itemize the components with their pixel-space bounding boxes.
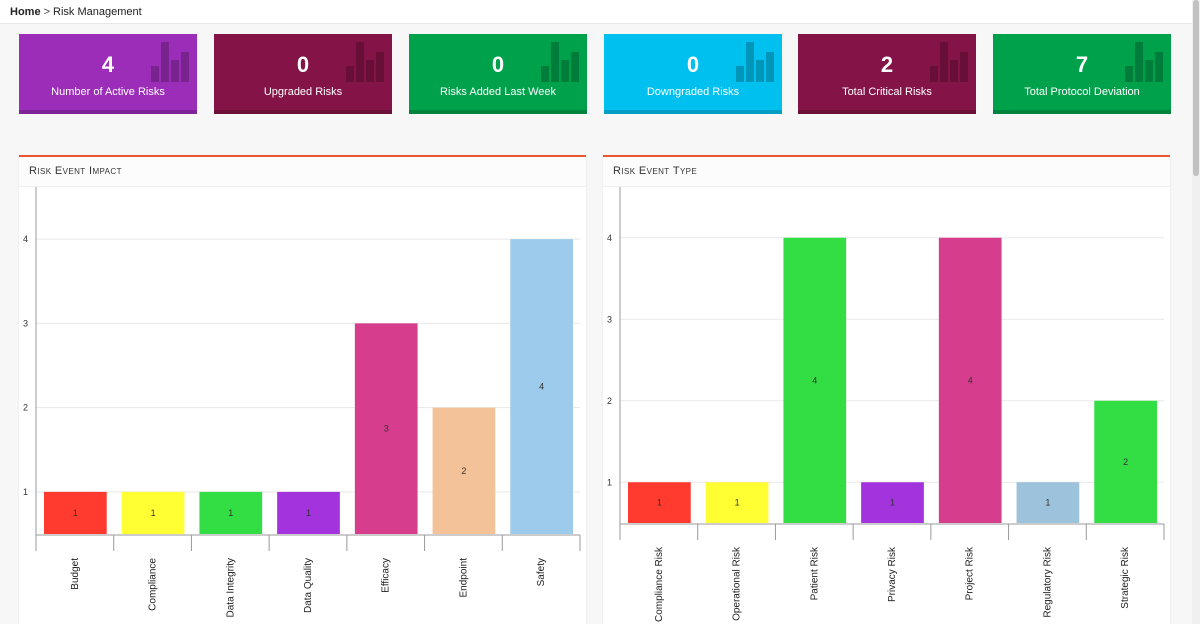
stat-card-total-critical-risks[interactable]: 2 Total Critical Risks (798, 34, 976, 114)
stat-cards: 4 Number of Active Risks 0 Upgraded Risk… (19, 34, 1171, 114)
scrollbar-thumb[interactable] (1193, 0, 1199, 176)
data-label: 4 (539, 382, 544, 392)
panel-title: Risk Event Impact (29, 165, 122, 177)
panel-title: Risk Event Type (613, 165, 698, 177)
breadcrumb-current: Risk Management (53, 6, 142, 18)
bar (1094, 400, 1157, 523)
stat-card-label: Total Protocol Deviation (1024, 86, 1140, 98)
bar (354, 323, 418, 534)
stat-card-active-risks[interactable]: 4 Number of Active Risks (19, 34, 197, 114)
bar-chart-icon (346, 42, 384, 82)
data-label: 2 (1123, 457, 1128, 467)
x-tick-label: Safety (536, 558, 547, 586)
data-label: 4 (968, 375, 973, 385)
x-tick-label: Data Quality (303, 558, 314, 613)
stat-card-value: 4 (101, 52, 115, 77)
data-label: 1 (73, 508, 78, 518)
bar-chart-icon (1125, 42, 1163, 82)
data-label: 1 (306, 508, 311, 518)
stat-card-risks-added-last-week[interactable]: 0 Risks Added Last Week (409, 34, 587, 114)
y-tick-label: 3 (607, 314, 612, 324)
stat-card-value: 0 (686, 52, 700, 77)
stat-card-value: 0 (491, 52, 505, 77)
x-tick-label: Operational Risk (732, 546, 743, 621)
stat-card-label: Risks Added Last Week (440, 86, 556, 98)
stat-card-value: 2 (880, 52, 894, 77)
bar (783, 237, 847, 523)
data-label: 1 (1045, 498, 1050, 508)
x-tick-label: Endpoint (458, 558, 469, 598)
x-tick-label: Compliance (148, 558, 159, 611)
stat-card-label: Number of Active Risks (51, 86, 165, 98)
bar-chart-icon (736, 42, 774, 82)
stat-card-label: Downgraded Risks (646, 86, 740, 98)
data-label: 4 (812, 375, 817, 385)
bar (861, 482, 924, 523)
stat-card-label: Total Critical Risks (842, 86, 932, 98)
y-tick-label: 4 (23, 234, 28, 244)
data-label: 1 (735, 498, 740, 508)
bar-chart-icon (541, 42, 579, 82)
y-tick-label: 3 (23, 318, 28, 328)
x-tick-label: Patient Risk (809, 546, 820, 600)
x-tick-label: Project Risk (965, 546, 976, 600)
bar-chart-icon (151, 42, 189, 82)
bar (705, 482, 769, 523)
data-label: 2 (461, 466, 466, 476)
y-tick-label: 2 (607, 396, 612, 406)
x-tick-label: Budget (70, 558, 81, 590)
data-label: 1 (657, 498, 662, 508)
breadcrumb-separator: > (43, 6, 50, 18)
x-tick-label: Regulatory Risk (1042, 546, 1053, 618)
bar (199, 491, 263, 534)
data-label: 1 (151, 508, 156, 518)
data-label: 3 (384, 424, 389, 434)
stat-card-upgraded-risks[interactable]: 0 Upgraded Risks (214, 34, 392, 114)
data-label: 1 (890, 498, 895, 508)
x-tick-label: Data Integrity (225, 558, 236, 617)
y-tick-label: 4 (607, 233, 612, 243)
breadcrumb-home-link[interactable]: Home (10, 6, 41, 18)
stat-card-label: Upgraded Risks (263, 86, 343, 98)
stat-card-value: 7 (1075, 52, 1089, 77)
data-label: 1 (228, 508, 233, 518)
bar (121, 491, 185, 534)
x-tick-label: Privacy Risk (887, 546, 898, 602)
y-tick-label: 1 (607, 477, 612, 487)
stat-card-total-protocol-deviation[interactable]: 7 Total Protocol Deviation (993, 34, 1171, 114)
risk-event-impact-chart: 1 2 3 4 1 Budget 1 Compliance 1 Data Integrity 1 Da… (23, 187, 581, 617)
panel-header: Risk Event Type (603, 157, 1170, 187)
bar (432, 407, 496, 534)
bar (44, 491, 107, 534)
breadcrumb-bar: Home > Risk Management (0, 0, 1192, 24)
x-tick-label: Strategic Risk (1120, 546, 1131, 609)
stat-card-value: 0 (296, 52, 310, 77)
x-tick-label: Efficacy (381, 558, 392, 593)
x-tick-label: Compliance Risk (654, 546, 665, 622)
risk-event-impact-panel: Risk Event Impact 1 2 3 4 1 Budget 1 Compliance… (19, 155, 586, 624)
bar-chart-icon (930, 42, 968, 82)
risk-event-type-panel: Risk Event Type 1 2 3 4 1 Compliance Risk 1 Ope… (603, 155, 1170, 624)
page-scrollbar[interactable] (1192, 0, 1200, 624)
bar (510, 239, 573, 534)
bar (1016, 482, 1080, 523)
y-tick-label: 1 (23, 487, 28, 497)
bar (938, 237, 1002, 523)
bar (628, 482, 691, 523)
bar (277, 491, 340, 534)
panel-header: Risk Event Impact (19, 157, 586, 187)
breadcrumb: Home > Risk Management (10, 6, 142, 18)
risk-event-type-chart: 1 2 3 4 1 Compliance Risk 1 Operational Risk 4 Pa… (607, 187, 1165, 622)
stat-card-downgraded-risks[interactable]: 0 Downgraded Risks (604, 34, 782, 114)
y-tick-label: 2 (23, 403, 28, 413)
